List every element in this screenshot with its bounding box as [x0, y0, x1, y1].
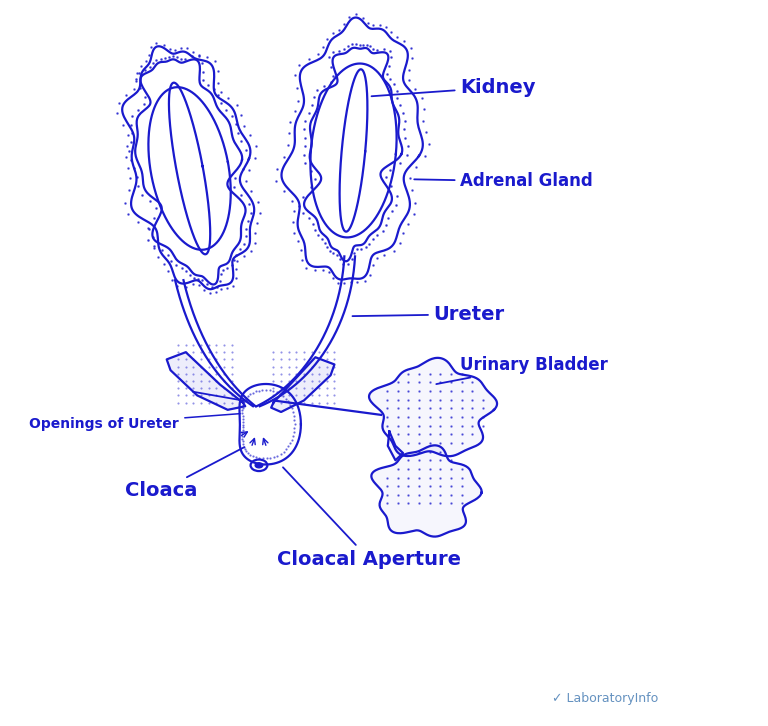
Text: Openings of Ureter: Openings of Ureter	[29, 414, 240, 431]
Text: Cloaca: Cloaca	[124, 447, 244, 500]
Text: ✓ LaboratoryInfo: ✓ LaboratoryInfo	[551, 691, 658, 704]
Polygon shape	[271, 357, 334, 412]
Polygon shape	[167, 352, 245, 410]
Text: Adrenal Gland: Adrenal Gland	[414, 173, 593, 190]
Text: Urinary Bladder: Urinary Bladder	[436, 356, 608, 384]
Text: Cloacal Aperture: Cloacal Aperture	[277, 468, 462, 568]
Text: Kidney: Kidney	[372, 78, 536, 97]
Ellipse shape	[255, 462, 263, 468]
Text: Ureter: Ureter	[353, 305, 505, 324]
